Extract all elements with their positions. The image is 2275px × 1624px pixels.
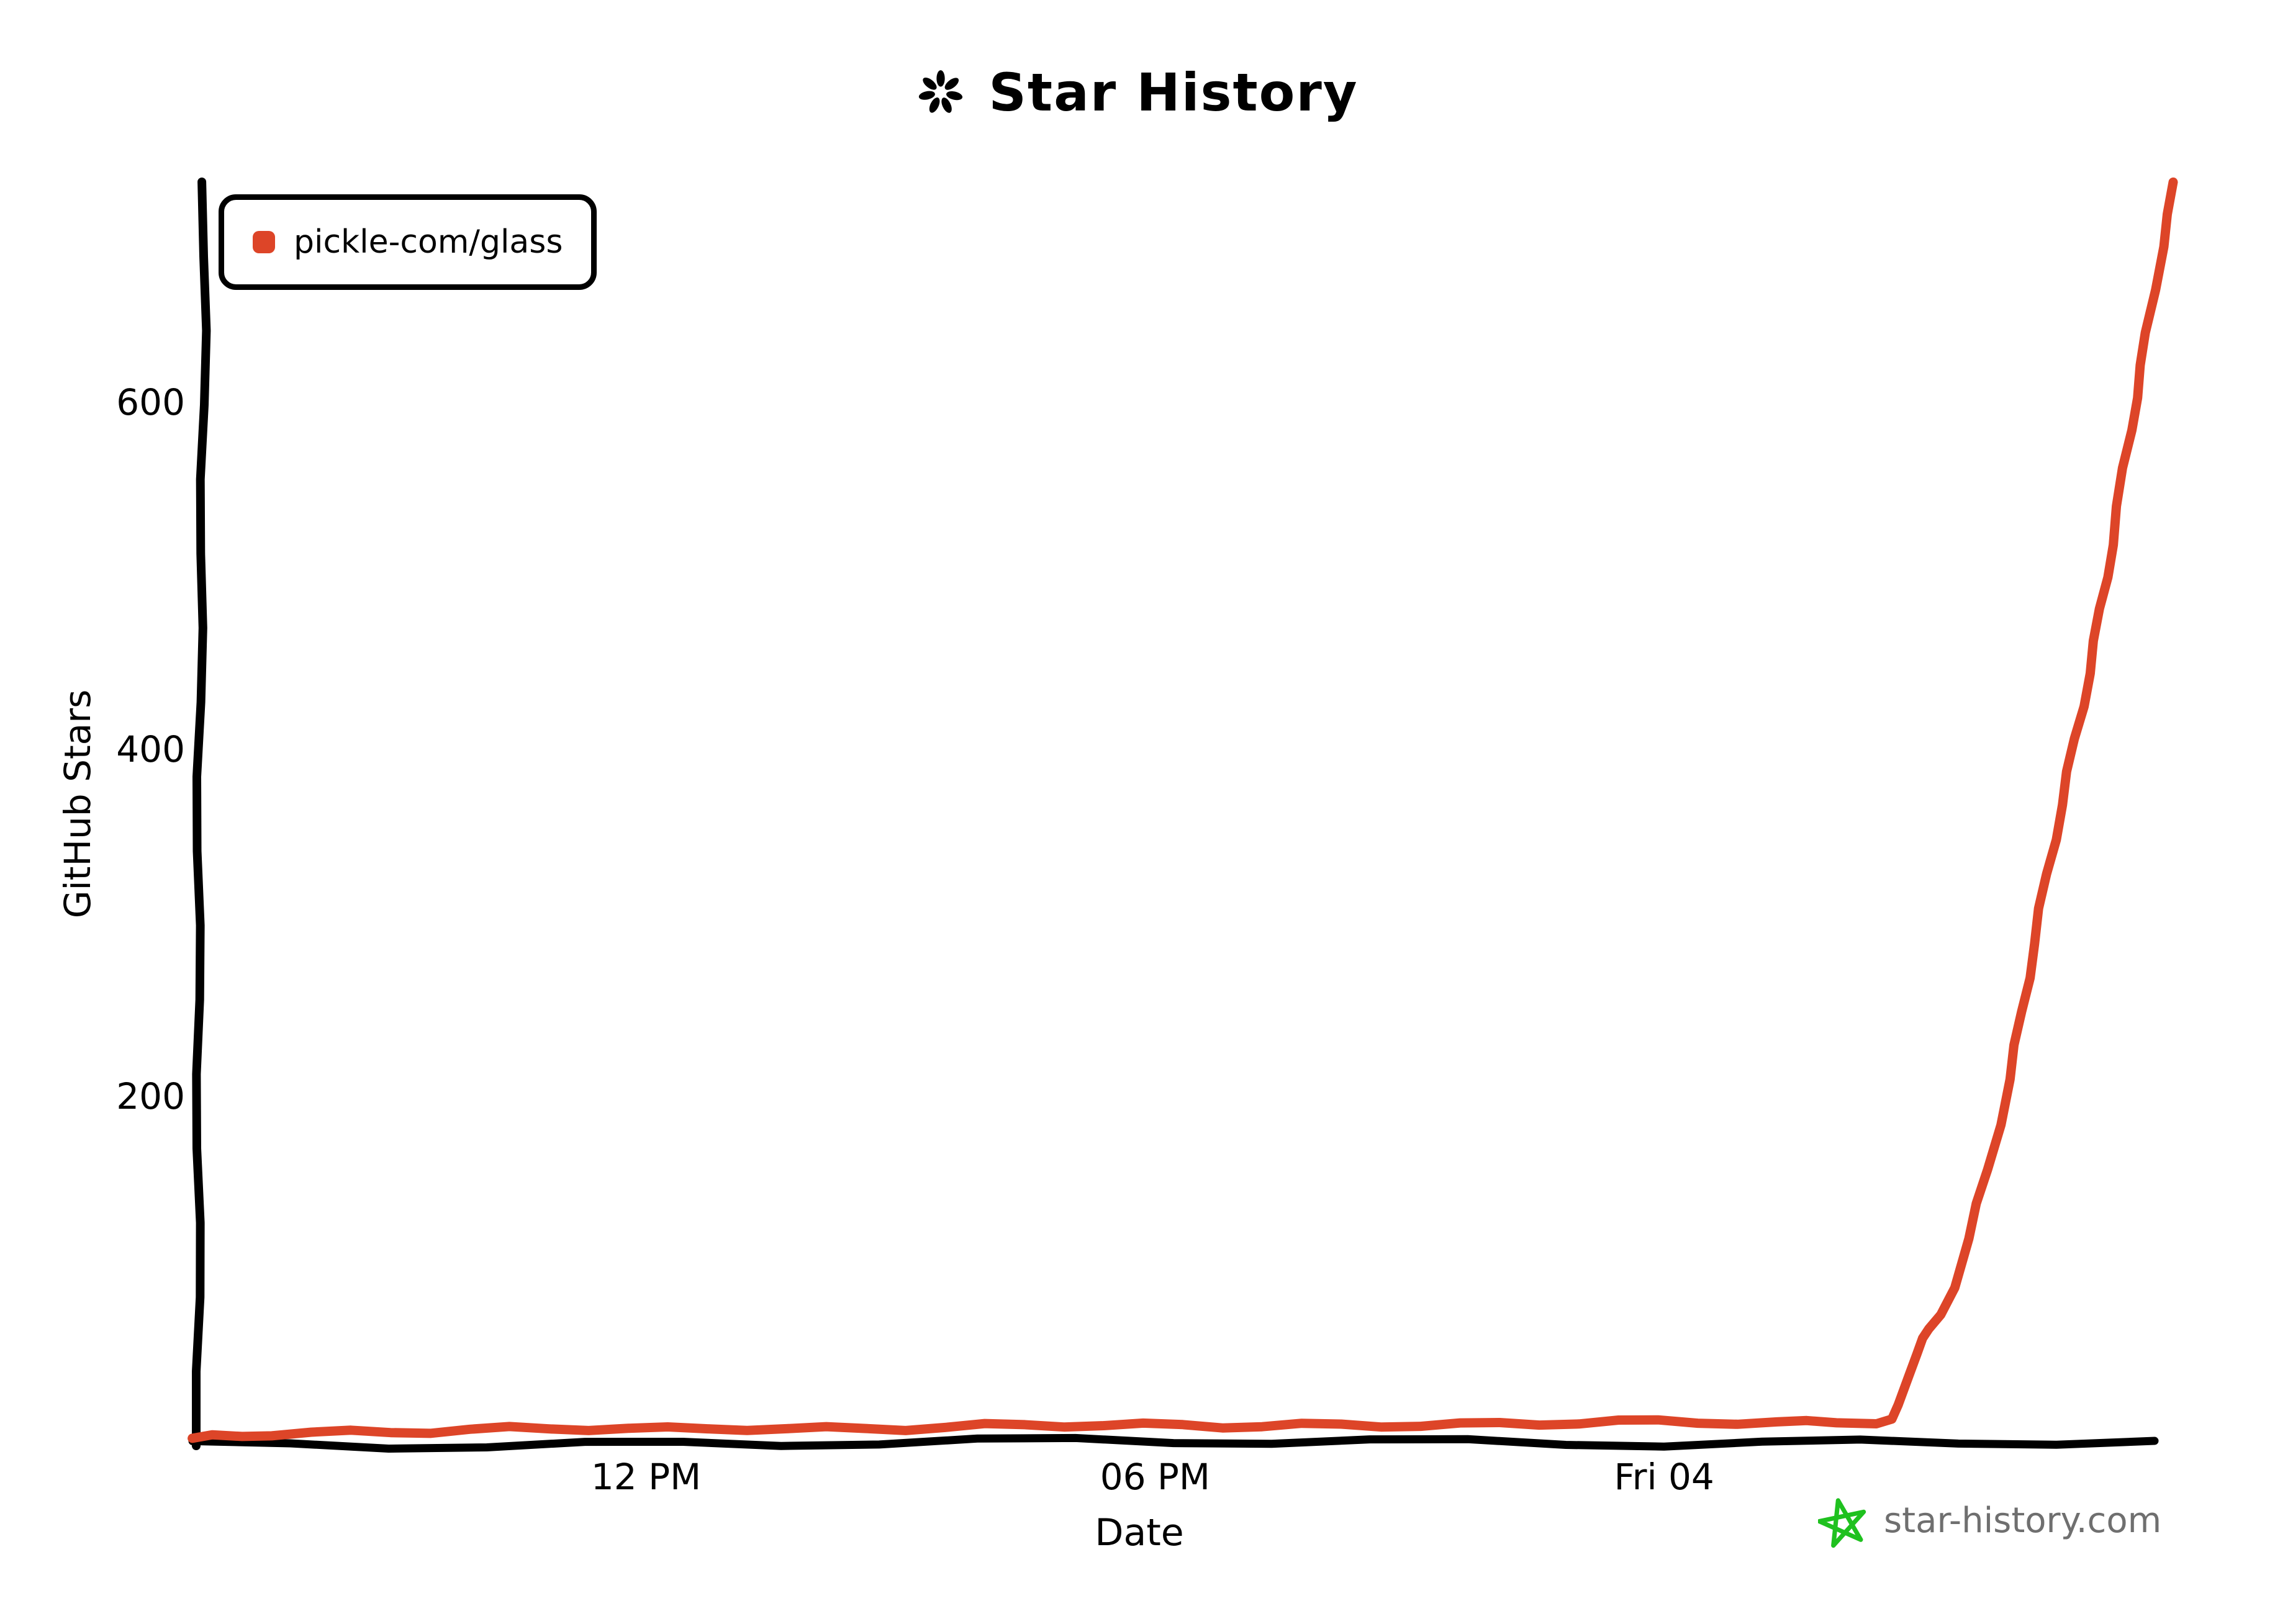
legend-marker	[253, 231, 275, 253]
x-tick-label: 12 PM	[590, 1456, 702, 1498]
y-axis-title: GitHub Stars	[57, 689, 99, 919]
flower-asterisk-icon	[919, 70, 963, 113]
y-tick-label: 400	[116, 728, 185, 771]
x-axis-line	[188, 1433, 2159, 1453]
series-line	[188, 177, 2178, 1443]
x-tick-label: Fri 04	[1614, 1456, 1714, 1498]
chart-title: Star History	[0, 62, 2275, 123]
legend-label: pickle-com/glass	[294, 223, 563, 261]
x-axis-title: Date	[1095, 1511, 1184, 1554]
star-icon	[1818, 1498, 1866, 1548]
y-tick-label: 200	[116, 1075, 185, 1118]
chart-title-text: Star History	[988, 62, 1359, 123]
legend: pickle-com/glass	[219, 194, 597, 290]
y-axis-line	[192, 178, 211, 1450]
watermark: star-history.com	[1818, 1496, 2161, 1550]
y-tick-label: 600	[116, 381, 185, 424]
x-tick-label: 06 PM	[1100, 1456, 1210, 1498]
watermark-text: star-history.com	[1884, 1500, 2162, 1541]
